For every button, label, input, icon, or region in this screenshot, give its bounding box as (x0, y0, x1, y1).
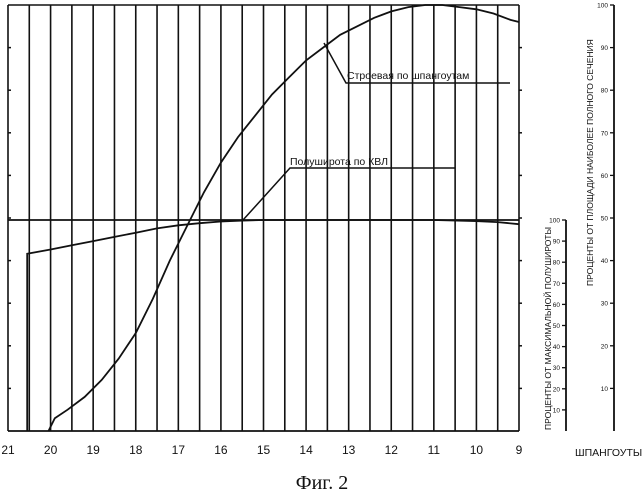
x-tick-label: 10 (470, 443, 484, 457)
figure-caption: Фиг. 2 (295, 472, 349, 494)
x-tick-label: 9 (516, 443, 523, 457)
legend-layer: Строевая по шпангоутам Полуширота по КВЛ (242, 42, 510, 221)
beam-axis-tick-label: 10 (553, 407, 561, 414)
x-tick-label: 12 (385, 443, 399, 457)
y-axis-title-beam: ПРОЦЕНТЫ ОТ МАКСИМАЛЬНОЙ ПОЛУШИРОТЫ (542, 227, 553, 430)
chart-canvas: 21 20 19 18 17 16 15 14 13 12 11 10 9 10 20 30 40 50 60 70 8… (1, 3, 642, 460)
beam-axis-tick-label: 30 (553, 365, 561, 372)
area-axis-tick-label: 20 (601, 343, 609, 350)
area-axis-tick-label: 50 (601, 216, 609, 223)
x-tick-label: 13 (342, 443, 356, 457)
legend-label-area-curve: Строевая по шпангоутам (347, 70, 469, 82)
x-tick-label: 19 (86, 443, 100, 457)
area-axis-tick-label: 80 (601, 88, 609, 95)
series-layer (26, 4, 520, 432)
y-axis-title-area: ПРОЦЕНТЫ ОТ ПЛОЩАДИ НАИБОЛЕЕ ПОЛНОГО СЕЧ… (585, 39, 595, 286)
beam-axis-tick-label: 100 (549, 218, 560, 225)
leader-beam-curve (242, 167, 455, 221)
beam-axis-tick-label: 40 (553, 344, 561, 351)
beam-axis-tick-label: 20 (553, 386, 561, 393)
x-tick-label: 11 (428, 443, 441, 457)
x-tick-label: 18 (129, 443, 143, 457)
beam-axis-tick-label: 80 (553, 260, 561, 267)
x-tick-label: 20 (44, 443, 58, 457)
x-tick-label: 16 (214, 443, 228, 457)
beam-axis-tick-label: 70 (553, 281, 561, 288)
area-axis-tick-label: 70 (601, 130, 609, 137)
x-tick-label: 14 (299, 443, 313, 457)
leader-area-curve (323, 42, 510, 84)
x-tick-label: 21 (1, 443, 15, 457)
area-axis-tick-label: 10 (601, 386, 609, 393)
beam-axis-tick-label: 90 (553, 239, 561, 246)
area-axis-tick-label: 30 (601, 301, 609, 308)
x-tick-label: 15 (257, 443, 271, 457)
legend-label-beam-curve: Полуширота по КВЛ (290, 156, 388, 168)
beam-curve (26, 219, 520, 431)
beam-axis-tick-label: 60 (553, 302, 561, 309)
area-curve (47, 4, 520, 432)
beam-axis-tick-label: 50 (553, 323, 561, 330)
area-axis-tick-label: 100 (597, 3, 608, 10)
area-axis-tick-label: 40 (601, 258, 609, 265)
x-tick-label: 17 (172, 443, 186, 457)
axes-layer: 21 20 19 18 17 16 15 14 13 12 11 10 9 10 20 30 40 50 60 70 8… (1, 3, 615, 457)
area-axis-tick-label: 60 (601, 173, 609, 180)
area-axis-tick-label: 90 (601, 45, 609, 52)
x-axis-title: ШПАНГОУТЫ (575, 447, 642, 459)
frame-grid (7, 4, 522, 432)
